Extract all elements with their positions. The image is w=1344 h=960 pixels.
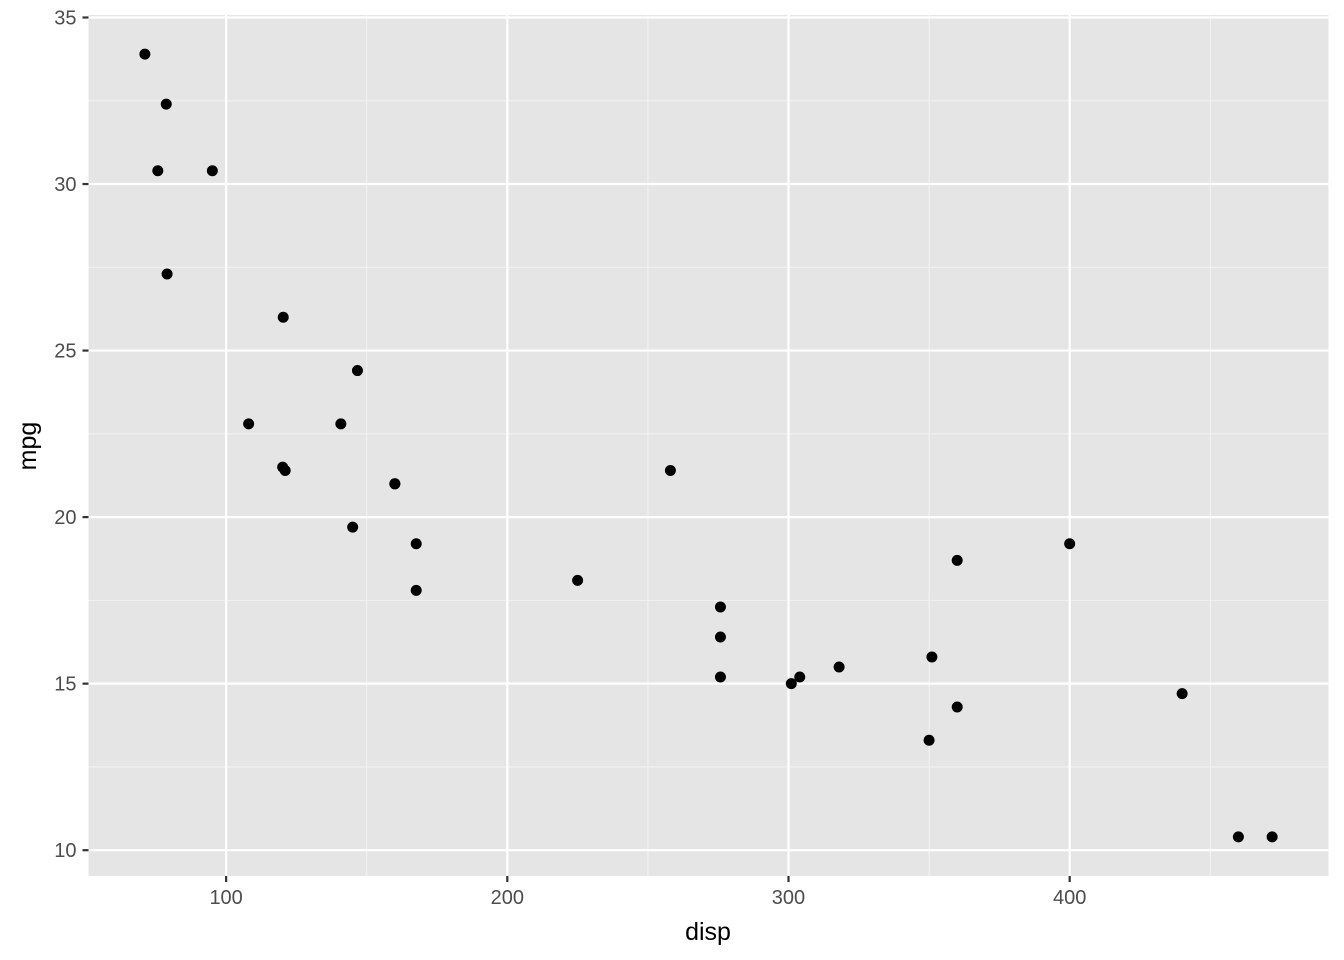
data-point (389, 478, 401, 490)
plot-panel (88, 15, 1329, 876)
data-points (139, 48, 1278, 843)
y-tick-label: 30 (54, 174, 76, 196)
data-point (1232, 831, 1244, 843)
data-point (335, 418, 347, 430)
y-tick-label: 20 (54, 507, 76, 529)
x-tick-label: 400 (1053, 887, 1086, 909)
data-point (572, 574, 584, 586)
data-point (785, 678, 797, 690)
y-tick-label: 10 (54, 840, 76, 862)
data-point (347, 521, 359, 533)
x-tick-label: 200 (491, 887, 524, 909)
y-tick-label: 25 (54, 341, 76, 363)
data-point (161, 268, 173, 280)
data-point (664, 464, 676, 476)
axes: 100 200 300 400 10 15 20 25 30 35 (54, 7, 1086, 909)
x-axis-label: disp (685, 918, 731, 946)
data-point (714, 671, 726, 683)
data-point (923, 734, 935, 746)
data-point (951, 554, 963, 566)
y-tick-label: 15 (54, 674, 76, 696)
data-point (794, 671, 806, 683)
data-point (351, 365, 363, 377)
data-point (410, 584, 422, 596)
data-point (139, 48, 151, 60)
data-point (951, 701, 963, 713)
x-tick-label: 100 (209, 887, 242, 909)
data-point (926, 651, 938, 663)
grid-lines (88, 15, 1329, 876)
data-point (279, 464, 291, 476)
y-tick-label: 35 (54, 7, 76, 29)
x-tick-label: 300 (772, 887, 805, 909)
data-point (714, 601, 726, 613)
data-point (714, 631, 726, 643)
y-axis-label: mpg (14, 422, 42, 471)
data-point (206, 165, 218, 177)
data-point (1176, 688, 1188, 700)
data-point (243, 418, 255, 430)
data-point (1064, 538, 1076, 550)
data-point (833, 661, 845, 673)
data-point (152, 165, 164, 177)
data-point (410, 538, 422, 550)
data-point (1266, 831, 1278, 843)
data-point (160, 98, 172, 110)
data-point (277, 311, 289, 323)
